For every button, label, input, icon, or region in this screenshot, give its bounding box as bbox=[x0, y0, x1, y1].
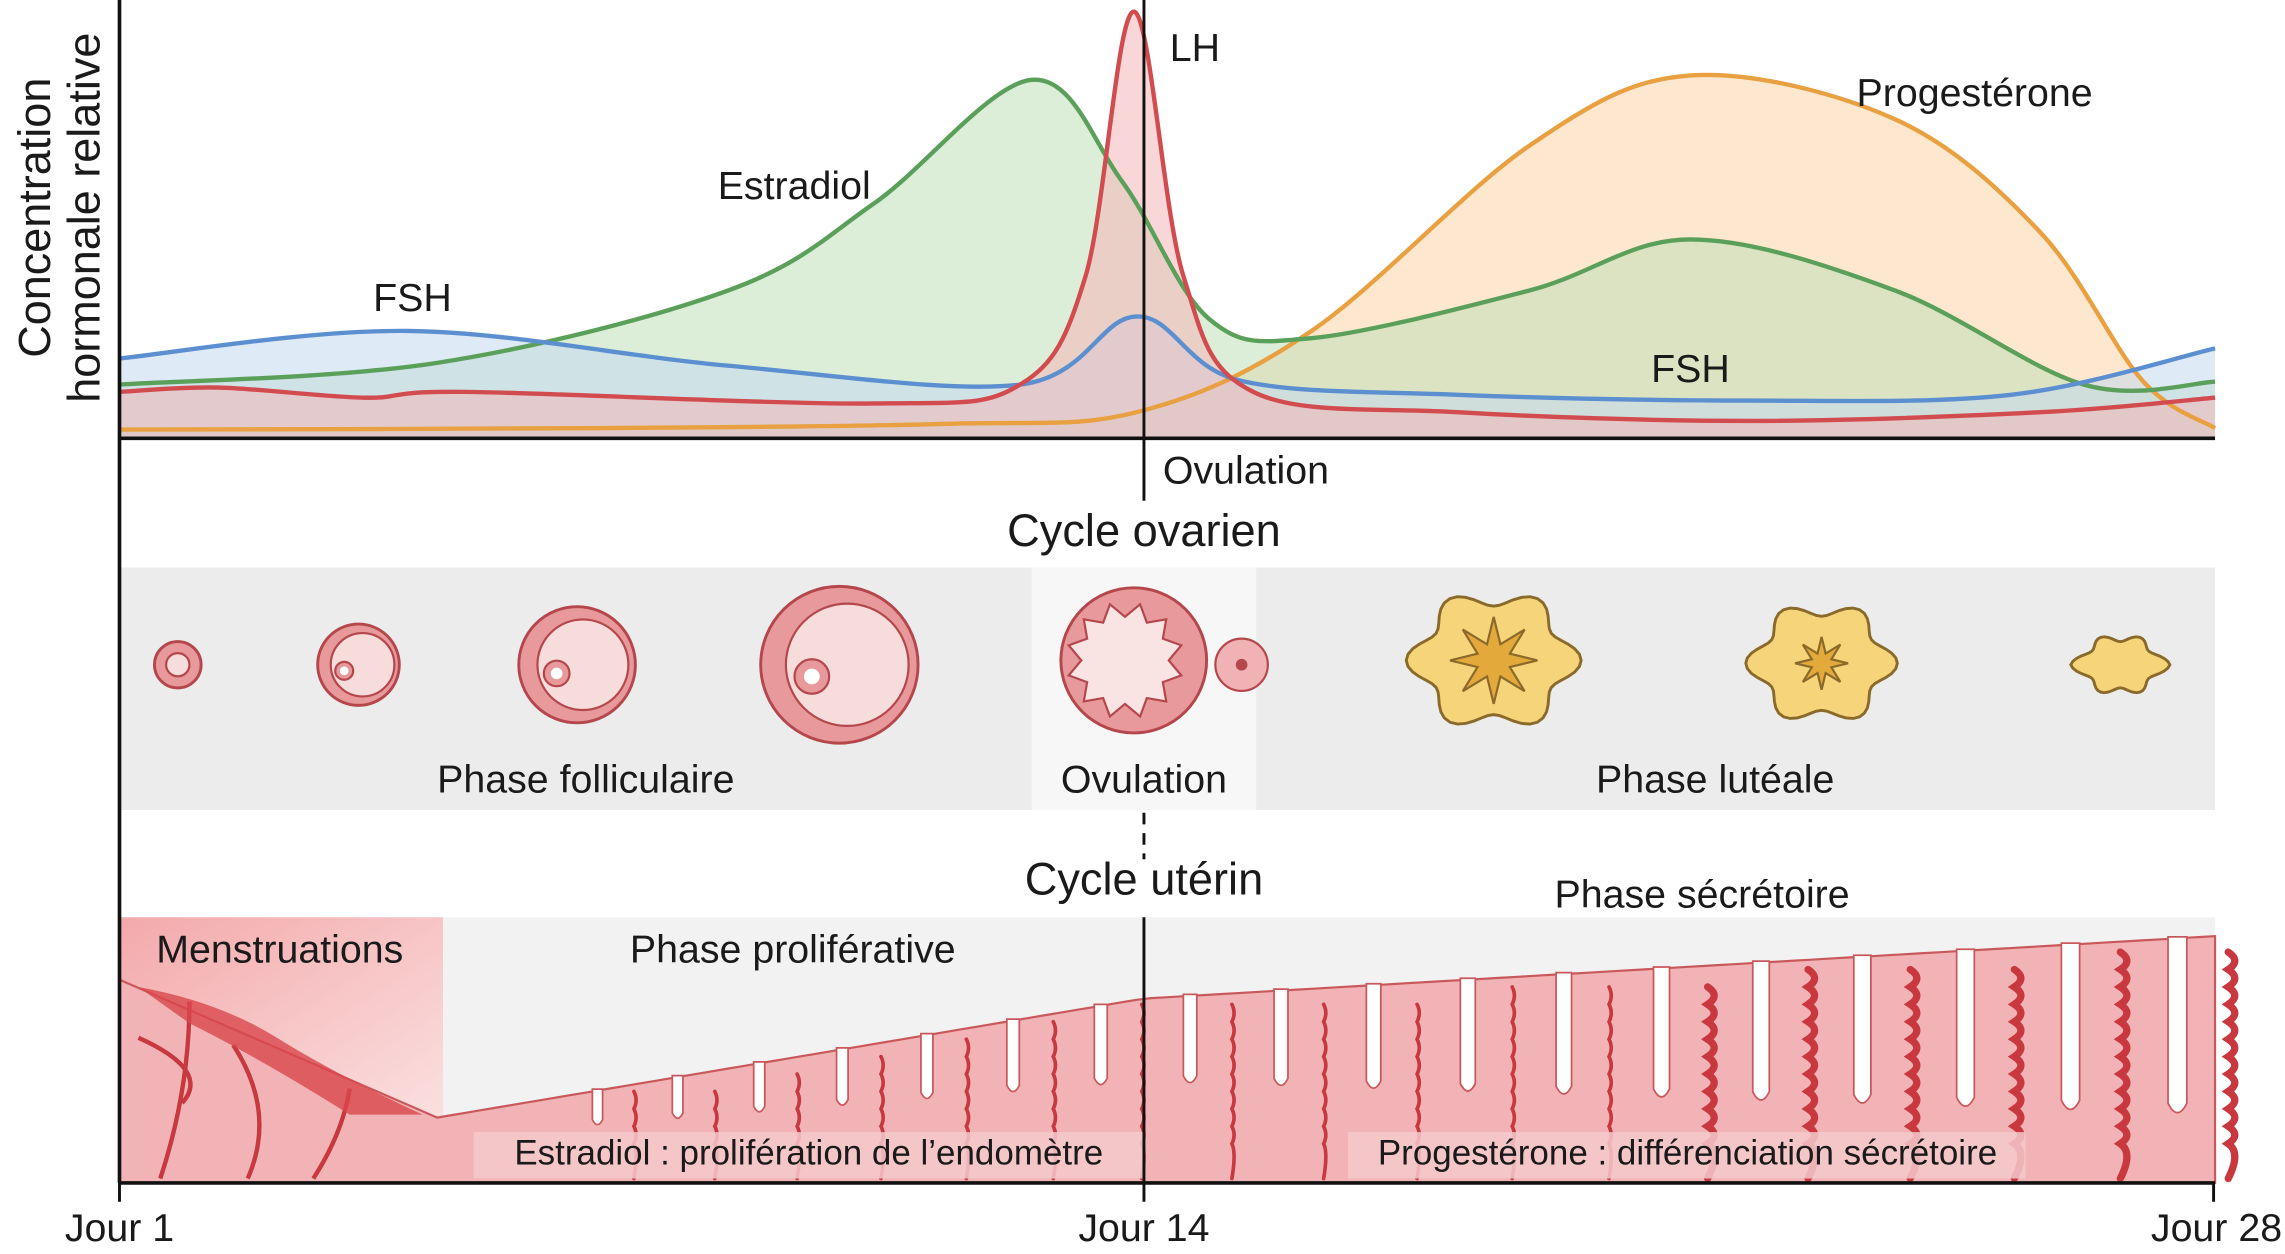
gland bbox=[1365, 982, 1382, 1089]
y-axis-label: Concentration bbox=[9, 78, 60, 358]
oocyte-core bbox=[339, 666, 349, 676]
gland bbox=[1652, 966, 1671, 1098]
section-title: Cycle ovarien bbox=[1007, 505, 1281, 556]
corpus-luteum bbox=[2069, 635, 2172, 695]
gland bbox=[1955, 948, 1976, 1108]
gland bbox=[591, 1088, 604, 1126]
oocyte-core bbox=[803, 668, 820, 685]
hormone-label: FSH bbox=[1651, 347, 1730, 391]
x-label: Jour 1 bbox=[65, 1206, 174, 1250]
hormone-curve bbox=[119, 314, 2216, 404]
note: Estradiol : prolifération de l’endomètre bbox=[514, 1134, 1103, 1173]
y-axis-label: hormonale relative bbox=[58, 33, 109, 403]
menstrual-bleeding bbox=[138, 986, 423, 1115]
phase-label: Ovulation bbox=[1061, 758, 1227, 802]
gland bbox=[835, 1047, 849, 1107]
antrum bbox=[784, 602, 910, 727]
note: Progestérone : différenciation sécrétoir… bbox=[1378, 1134, 1997, 1173]
oocyte-core bbox=[550, 667, 563, 680]
gland bbox=[1852, 954, 1872, 1104]
gland bbox=[1751, 960, 1771, 1101]
hormone-label: Progestérone bbox=[1857, 71, 2093, 115]
vessel bbox=[1321, 1002, 1328, 1181]
gland bbox=[2167, 936, 2188, 1114]
vessel bbox=[1903, 965, 1921, 1183]
gland bbox=[752, 1061, 766, 1113]
hormone-label: LH bbox=[1170, 26, 1220, 70]
vessel bbox=[2113, 948, 2131, 1183]
gland bbox=[1182, 993, 1198, 1084]
gland bbox=[2060, 942, 2081, 1111]
x-label: Jour 14 bbox=[1078, 1206, 1209, 1250]
released-oocyte-core bbox=[1235, 658, 1248, 671]
gland bbox=[1005, 1018, 1021, 1093]
antrum bbox=[329, 631, 396, 698]
gland bbox=[1555, 971, 1573, 1095]
vessel bbox=[231, 1043, 262, 1180]
hormone-curve bbox=[119, 72, 2217, 432]
vessel bbox=[2007, 965, 2025, 1183]
note-bg bbox=[1347, 1132, 2026, 1179]
corpus-core bbox=[1794, 636, 1849, 690]
vessel bbox=[1510, 985, 1517, 1181]
hormone-area bbox=[119, 11, 2216, 439]
x-label: Jour 28 bbox=[2151, 1206, 2282, 1250]
gland bbox=[671, 1074, 684, 1120]
endometrium bbox=[118, 934, 2239, 1184]
gland bbox=[920, 1032, 934, 1100]
endometrium-body bbox=[118, 934, 2217, 1184]
phase-label: Phase sécrétoire bbox=[1555, 872, 1850, 916]
vessel bbox=[1229, 1002, 1236, 1181]
corpus-core bbox=[1449, 616, 1538, 705]
vessel bbox=[1701, 983, 1718, 1183]
gland bbox=[1093, 1003, 1109, 1086]
follicle-cavity bbox=[1066, 602, 1184, 719]
hormone-label: FSH bbox=[373, 276, 452, 320]
vessel bbox=[2221, 948, 2239, 1183]
gland bbox=[1273, 988, 1289, 1087]
vessel bbox=[137, 1035, 193, 1105]
section-title: Cycle utérin bbox=[1025, 853, 1263, 904]
follicles bbox=[153, 584, 2172, 745]
antrum bbox=[536, 618, 630, 712]
antrum bbox=[165, 652, 191, 678]
hormone-area bbox=[119, 79, 2216, 439]
ovulation-label: Ovulation bbox=[1163, 449, 1329, 493]
vessel bbox=[1606, 985, 1614, 1181]
hormone-label: Estradiol bbox=[718, 164, 871, 208]
hormone-curves bbox=[119, 9, 2217, 439]
phase-label: Phase lutéale bbox=[1596, 758, 1834, 802]
phase-label: Menstruations bbox=[156, 928, 403, 972]
vessel bbox=[1801, 965, 1819, 1183]
hormone-curve bbox=[119, 9, 2216, 424]
note-bg bbox=[473, 1132, 1144, 1179]
phase-label: Phase proliférative bbox=[630, 928, 956, 972]
phase-label: Phase folliculaire bbox=[437, 758, 734, 802]
gland bbox=[1459, 977, 1477, 1092]
hormone-curve bbox=[119, 77, 2216, 393]
